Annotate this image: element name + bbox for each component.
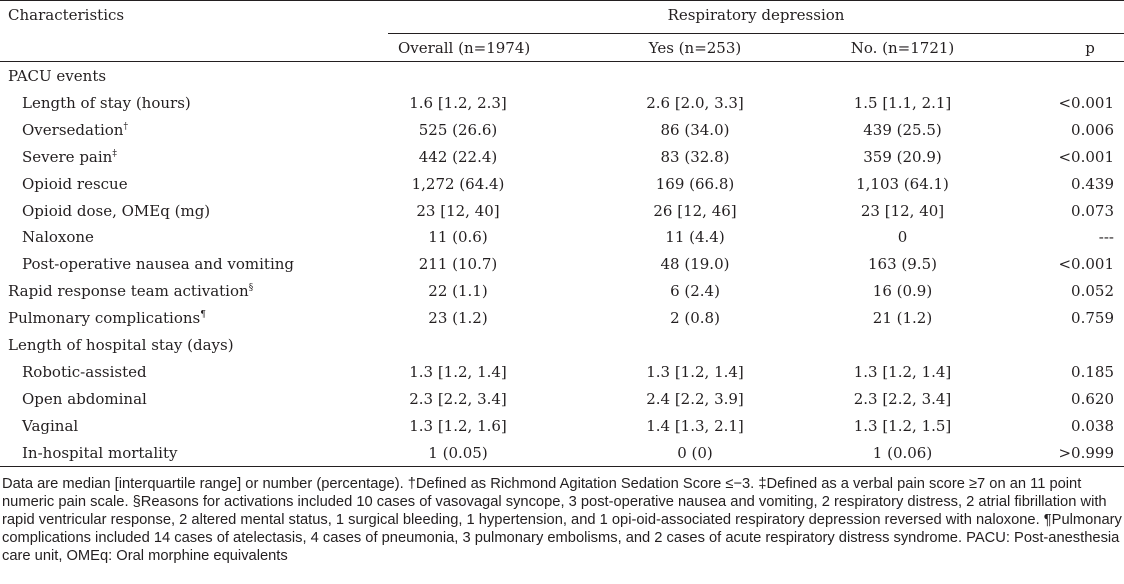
cell-yes: 11 (4.4) xyxy=(665,228,725,246)
cell-overall: 211 (10.7) xyxy=(418,255,498,273)
header-characteristics: Characteristics xyxy=(8,6,125,24)
cell-yes: 2.4 [2.2, 3.9] xyxy=(646,390,744,408)
cell-p: 0.185 xyxy=(1071,363,1114,381)
header-bottom-rule xyxy=(0,61,1124,62)
table-bottom-rule xyxy=(0,466,1124,467)
row-label: Naloxone xyxy=(22,228,94,246)
cell-p: 0.052 xyxy=(1071,282,1114,300)
row-label: Severe pain‡ xyxy=(22,148,117,166)
row-label: Rapid response team activation§ xyxy=(8,282,253,300)
cell-overall: 1.6 [1.2, 2.3] xyxy=(409,94,507,112)
row-label-text: Naloxone xyxy=(22,228,94,246)
cell-no: 1 (0.06) xyxy=(872,444,933,462)
footnote-marker: § xyxy=(248,283,254,293)
cell-no: 23 [12, 40] xyxy=(860,202,945,220)
row-label-text: Post-operative nausea and vomiting xyxy=(22,255,295,273)
cell-no: 16 (0.9) xyxy=(872,282,933,300)
cell-overall: 11 (0.6) xyxy=(428,228,488,246)
header-p: p xyxy=(1085,39,1095,57)
row-label-text: Opioid rescue xyxy=(22,175,128,193)
cell-no: 163 (9.5) xyxy=(868,255,937,273)
cell-no: 21 (1.2) xyxy=(872,309,933,327)
row-label: Opioid rescue xyxy=(22,175,128,193)
cell-overall: 1,272 (64.4) xyxy=(411,175,505,193)
cell-p: 0.073 xyxy=(1071,202,1114,220)
row-label-text: Pulmonary complications xyxy=(8,309,201,327)
cell-overall: 2.3 [2.2, 3.4] xyxy=(409,390,507,408)
cell-p: 0.038 xyxy=(1071,417,1114,435)
header-group-title: Respiratory depression xyxy=(667,6,845,24)
row-label-text: Severe pain xyxy=(22,148,113,166)
row-label: Robotic-assisted xyxy=(22,363,147,381)
row-label: Opioid dose, OMEq (mg) xyxy=(22,202,210,220)
footnote-marker: † xyxy=(123,122,128,132)
row-label-text: Open abdominal xyxy=(22,390,147,408)
cell-p: 0.439 xyxy=(1071,175,1114,193)
footnote-marker: ¶ xyxy=(200,310,206,320)
cell-p: 0.006 xyxy=(1071,121,1114,139)
cell-overall: 525 (26.6) xyxy=(418,121,498,139)
table-top-rule xyxy=(0,0,1124,1)
cell-yes: 1.3 [1.2, 1.4] xyxy=(646,363,744,381)
cell-no: 1,103 (64.1) xyxy=(856,175,949,193)
cell-overall: 1 (0.05) xyxy=(428,444,488,462)
header-overall: Overall (n=1974) xyxy=(398,39,531,57)
cell-overall: 23 [12, 40] xyxy=(416,202,500,220)
row-label: Vaginal xyxy=(22,417,78,435)
cell-yes: 169 (66.8) xyxy=(655,175,735,193)
row-label: PACU events xyxy=(8,67,106,85)
header-yes: Yes (n=253) xyxy=(648,39,742,57)
row-label: Pulmonary complications¶ xyxy=(8,309,206,327)
cell-overall: 1.3 [1.2, 1.6] xyxy=(409,417,507,435)
cell-p: 0.759 xyxy=(1071,309,1114,327)
cell-overall: 1.3 [1.2, 1.4] xyxy=(409,363,507,381)
cell-yes: 83 (32.8) xyxy=(660,148,730,166)
row-label-text: Rapid response team activation xyxy=(8,282,249,300)
cell-no: 1.3 [1.2, 1.4] xyxy=(853,363,952,381)
cell-p: <0.001 xyxy=(1058,255,1114,273)
row-label-text: PACU events xyxy=(8,67,107,85)
row-label-text: Opioid dose, OMEq (mg) xyxy=(22,202,211,220)
row-label-text: Oversedation xyxy=(22,121,124,139)
cell-p: --- xyxy=(1098,228,1114,246)
row-label: In-hospital mortality xyxy=(22,444,177,462)
row-label: Post-operative nausea and vomiting xyxy=(22,255,294,273)
cell-yes: 6 (2.4) xyxy=(670,282,720,300)
cell-yes: 48 (19.0) xyxy=(660,255,730,273)
cell-p: >0.999 xyxy=(1058,444,1114,462)
table-footnote: Data are median [interquartile range] or… xyxy=(2,475,1122,565)
cell-yes: 26 [12, 46] xyxy=(653,202,737,220)
row-label-text: In-hospital mortality xyxy=(22,444,178,462)
cell-yes: 0 (0) xyxy=(677,444,713,462)
cell-no: 2.3 [2.2, 3.4] xyxy=(853,390,952,408)
header-no: No. (n=1721) xyxy=(850,39,955,57)
cell-yes: 1.4 [1.3, 2.1] xyxy=(646,417,744,435)
cell-no: 1.5 [1.1, 2.1] xyxy=(853,94,952,112)
cell-yes: 86 (34.0) xyxy=(660,121,730,139)
cell-no: 359 (20.9) xyxy=(863,148,942,166)
cell-overall: 23 (1.2) xyxy=(428,309,488,327)
cell-no: 1.3 [1.2, 1.5] xyxy=(853,417,952,435)
row-label-text: Vaginal xyxy=(22,417,79,435)
cell-no: 439 (25.5) xyxy=(863,121,942,139)
footnote-marker: ‡ xyxy=(112,149,117,159)
footnote-text: Data are median [interquartile range] or… xyxy=(2,476,1122,564)
group-underline xyxy=(388,33,1124,34)
cell-p: <0.001 xyxy=(1058,148,1114,166)
cell-overall: 442 (22.4) xyxy=(418,148,498,166)
row-label: Length of hospital stay (days) xyxy=(8,336,234,354)
cell-overall: 22 (1.1) xyxy=(428,282,488,300)
cell-no: 0 xyxy=(897,228,908,246)
cell-p: 0.620 xyxy=(1071,390,1114,408)
row-label: Open abdominal xyxy=(22,390,147,408)
cell-p: <0.001 xyxy=(1058,94,1114,112)
cell-yes: 2 (0.8) xyxy=(670,309,720,327)
row-label-text: Robotic-assisted xyxy=(22,363,147,381)
row-label-text: Length of stay (hours) xyxy=(22,94,191,112)
row-label: Length of stay (hours) xyxy=(22,94,191,112)
row-label: Oversedation† xyxy=(22,121,128,139)
row-label-text: Length of hospital stay (days) xyxy=(8,336,234,354)
cell-yes: 2.6 [2.0, 3.3] xyxy=(646,94,744,112)
